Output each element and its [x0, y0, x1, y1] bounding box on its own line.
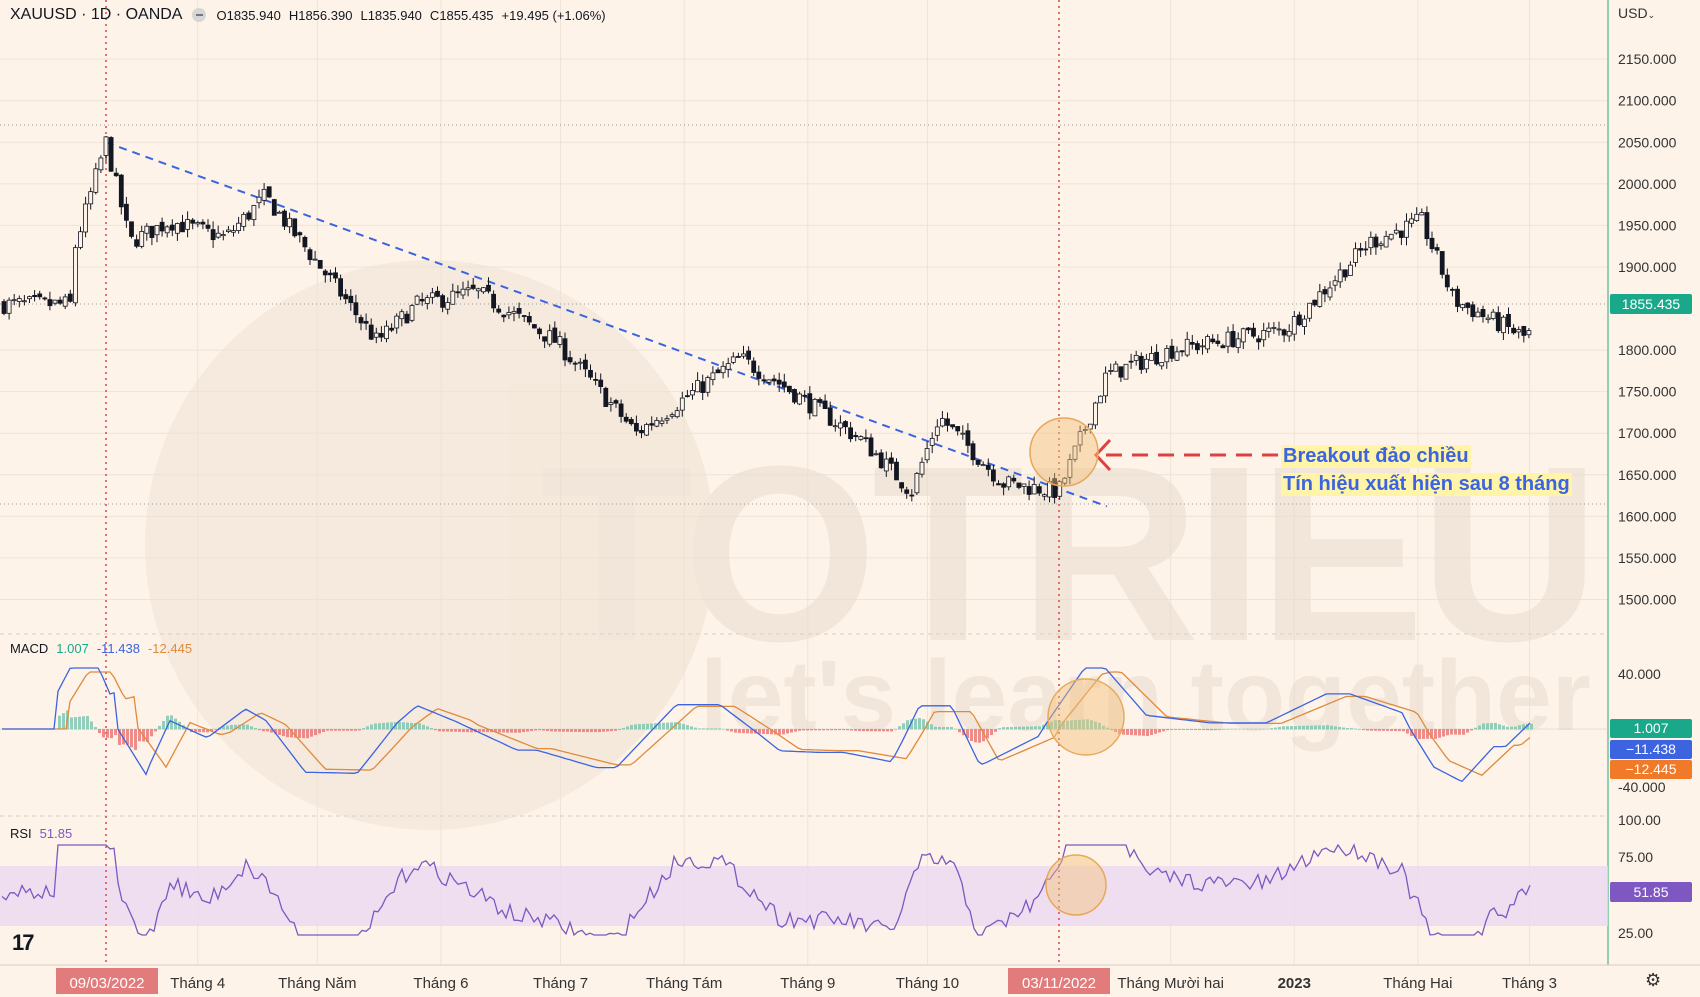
breakout-circle-rsi [1045, 854, 1107, 916]
price-tick: 1750.000 [1618, 384, 1677, 400]
price-tick: 1800.000 [1618, 342, 1677, 358]
date-highlight-march-bg [56, 968, 158, 994]
macd-hist-value: 1.007 [56, 641, 89, 656]
macd-legend[interactable]: MACD 1.007 -11.438 -12.445 [10, 641, 192, 656]
date-highlight-march: 09/03/2022 [69, 975, 144, 992]
price-tick: 1500.000 [1618, 591, 1677, 607]
symbol-title[interactable]: XAUUSD · 1D · OANDA [10, 6, 183, 23]
annotation-line-1: Breakout đảo chiều [1281, 445, 1471, 468]
price-tick: 2050.000 [1618, 134, 1677, 150]
macd-tick-top: 40.000 [1618, 666, 1661, 682]
price-tick: 1700.000 [1618, 425, 1677, 441]
breakout-circle-price [1029, 417, 1099, 487]
macd-histogram [2, 710, 1533, 750]
close-value: 1855.435 [439, 7, 494, 23]
last-price-badge: 1855.435 [1610, 294, 1692, 314]
watermark: TOTRIEU let's learn together [145, 260, 1600, 830]
macd-line-badge: −11.438 [1626, 741, 1676, 757]
macd-line [2, 667, 1531, 783]
time-axis-label: 2023 [1278, 975, 1311, 992]
time-axis-label: Tháng 7 [533, 975, 588, 992]
rsi-tick-25: 25.00 [1618, 925, 1653, 941]
price-tick: 1600.000 [1618, 508, 1677, 524]
high-label: H [288, 7, 299, 23]
currency-selector[interactable]: USD⌄ [1618, 5, 1655, 21]
chevron-down-icon: ⌄ [1647, 10, 1656, 20]
price-tick: 2150.000 [1618, 51, 1677, 67]
macd-tick-bottom: -40.000 [1618, 779, 1666, 795]
macd-signal-badge: −12.445 [1626, 761, 1677, 777]
open-label: O [216, 7, 227, 23]
candlestick-series [1, 135, 1532, 504]
high-value: 1856.390 [298, 7, 353, 23]
rsi-band [0, 866, 1608, 926]
tradingview-logo[interactable]: 17 [12, 930, 35, 955]
time-axis-label: Tháng Tám [646, 975, 722, 992]
rsi-line [1, 843, 1531, 937]
macd-axis: 40.000 -40.000 1.007 −11.438 −12.445 [1610, 666, 1692, 795]
downtrend-line[interactable] [105, 141, 1108, 508]
change-value: +19.495 (+1.06%) [501, 7, 606, 23]
price-tick: 2100.000 [1618, 93, 1677, 109]
open-value: 1835.940 [226, 7, 281, 23]
currency-label: USD [1618, 5, 1648, 21]
time-axis-label: Tháng 10 [896, 975, 959, 992]
rsi-tick-100: 100.00 [1618, 812, 1661, 828]
price-axis[interactable]: 2150.000 2100.000 2050.000 2000.000 1950.000… [1618, 51, 1677, 607]
date-highlight-november-bg [1008, 968, 1110, 994]
time-axis-label: Tháng Mười hai [1117, 975, 1224, 992]
last-price-badge-text: 1855.435 [1622, 296, 1681, 312]
macd-hist-badge: 1.007 [1633, 720, 1668, 736]
rsi-tick-75: 75.00 [1618, 849, 1653, 865]
rsi-axis: 100.00 75.00 25.00 51.85 [1610, 812, 1692, 941]
close-label: C [429, 7, 440, 23]
breakout-circle-macd [1047, 678, 1125, 756]
date-highlight-november: 03/11/2022 [1022, 975, 1096, 992]
price-tick: 1650.000 [1618, 467, 1677, 483]
symbol-header: XAUUSD · 1D · OANDA O1835.940 H1856.390 … [10, 6, 606, 24]
breakout-arrow [1093, 438, 1278, 472]
time-axis-label: Tháng 3 [1502, 975, 1557, 992]
annotation-line-2: Tín hiệu xuất hiện sau 8 tháng [1281, 473, 1572, 496]
price-tick: 2000.000 [1618, 176, 1677, 192]
macd-line-value: -11.438 [96, 641, 140, 656]
time-axis[interactable]: 09/03/2022 03/11/2022 Tháng 4 Tháng Năm Th… [56, 968, 1557, 994]
price-tick: 1950.000 [1618, 217, 1677, 233]
gear-icon[interactable]: ⚙ [1645, 970, 1662, 990]
price-tick: 1900.000 [1618, 259, 1677, 275]
price-tick: 1550.000 [1618, 550, 1677, 566]
time-axis-label: Tháng Hai [1383, 975, 1452, 992]
time-axis-label: Tháng 9 [780, 975, 835, 992]
rsi-title: RSI [10, 826, 32, 841]
rsi-badge: 51.85 [1633, 884, 1668, 900]
rsi-value: 51.85 [39, 826, 73, 841]
time-axis-label: Tháng 4 [170, 975, 225, 992]
low-label: L [360, 7, 368, 23]
time-axis-label: Tháng 6 [413, 975, 468, 992]
macd-title: MACD [10, 641, 49, 656]
collapse-icon[interactable] [192, 8, 207, 22]
time-axis-label: Tháng Năm [278, 975, 356, 992]
rsi-legend[interactable]: RSI 51.85 [10, 826, 72, 841]
macd-signal-value: -12.445 [147, 641, 193, 656]
low-value: 1835.940 [367, 7, 422, 23]
ohlc-values: O1835.940 H1856.390 L1835.940 C1855.435 … [216, 8, 605, 23]
